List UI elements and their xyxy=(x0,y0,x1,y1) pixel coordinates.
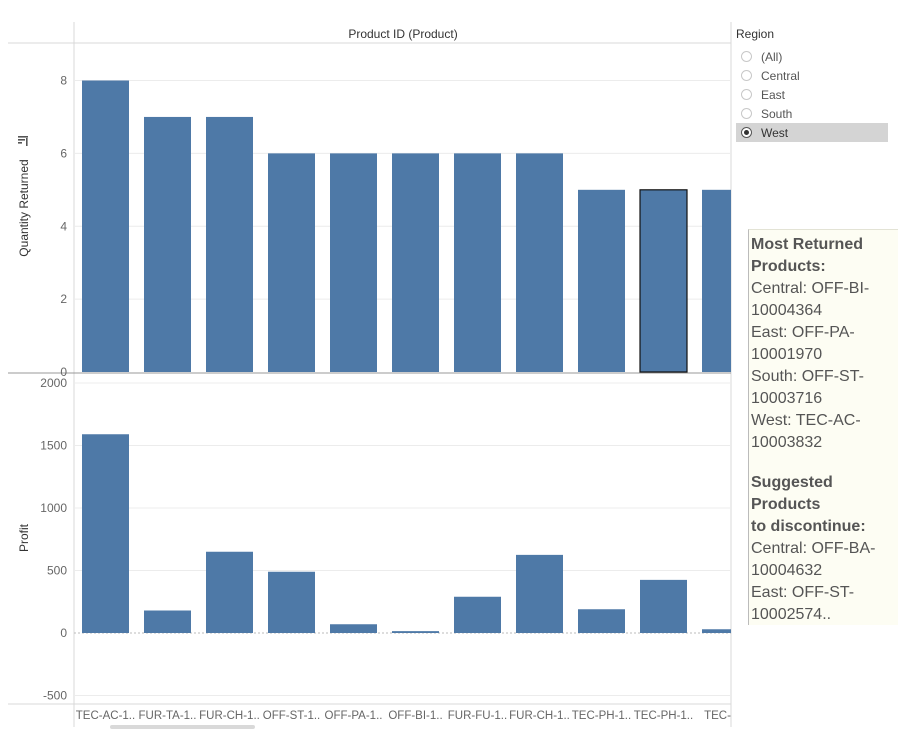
annotation-panel: Most Returned Products: Central: OFF-BI-… xyxy=(748,229,898,625)
bar-quantity-0[interactable] xyxy=(82,80,129,373)
annotation-line: Central: OFF-BA- 10004632 xyxy=(751,540,876,579)
y-tick-label: 2000 xyxy=(40,376,67,390)
y-axis-title-quantity: Quantity Returned xyxy=(17,159,31,256)
region-legend: Region (All) Central East South West xyxy=(736,26,888,142)
bar-quantity-9[interactable] xyxy=(639,189,688,373)
radio-button[interactable] xyxy=(741,127,752,138)
bar-profit-10[interactable] xyxy=(702,629,731,633)
bar-profit-8[interactable] xyxy=(578,609,625,633)
bar-profit-9[interactable] xyxy=(640,579,687,633)
y-tick-label: 500 xyxy=(47,564,67,578)
bar-profit-0[interactable] xyxy=(82,434,129,633)
horizontal-scrollbar[interactable] xyxy=(110,725,255,729)
y-tick-label: 8 xyxy=(60,74,67,88)
y-tick-label: 4 xyxy=(60,219,67,233)
legend-item-label: (All) xyxy=(761,49,783,64)
bar-profit-4[interactable] xyxy=(330,624,377,633)
bar-quantity-1[interactable] xyxy=(144,116,191,372)
y-tick-label: -500 xyxy=(43,689,67,703)
x-category-label: FUR-CH-1.. xyxy=(509,710,570,722)
x-category-label: FUR-FU-1.. xyxy=(448,710,507,722)
bar-profit-5[interactable] xyxy=(392,631,439,633)
legend-item-west[interactable]: West xyxy=(736,123,888,142)
annotation-line: South: OFF-ST- 10003716 xyxy=(751,368,864,407)
sort-icon[interactable] xyxy=(18,136,28,146)
legend-item-label: Central xyxy=(761,68,800,83)
bar-profit-6[interactable] xyxy=(454,596,501,633)
radio-button[interactable] xyxy=(741,89,752,100)
x-category-label: TEC-AC xyxy=(704,710,747,722)
legend-item-all[interactable]: (All) xyxy=(736,47,888,66)
x-category-label: OFF-ST-1.. xyxy=(263,710,321,722)
y-tick-label: 0 xyxy=(60,626,67,640)
legend-item-label: South xyxy=(761,106,793,121)
bar-profit-2[interactable] xyxy=(206,551,253,633)
bar-quantity-5[interactable] xyxy=(392,153,439,372)
y-tick-label: 6 xyxy=(60,146,67,160)
bar-quantity-4[interactable] xyxy=(330,153,377,372)
y-tick-label: 1500 xyxy=(40,439,67,453)
y-tick-label: 0 xyxy=(60,365,67,379)
y-tick-label: 2 xyxy=(60,292,67,306)
x-category-label: OFF-BI-1.. xyxy=(388,710,442,722)
annotation-heading-most-returned: Most Returned Products: xyxy=(751,236,863,275)
annotation-line: East: OFF-ST- 10002574.. xyxy=(751,584,855,623)
bar-quantity-2[interactable] xyxy=(206,116,253,372)
legend-item-south[interactable]: South xyxy=(736,104,888,123)
bar-quantity-6[interactable] xyxy=(454,153,501,372)
legend-item-central[interactable]: Central xyxy=(736,66,888,85)
x-category-label: FUR-TA-1.. xyxy=(139,710,197,722)
bar-quantity-8[interactable] xyxy=(578,189,625,372)
annotation-line: West: TEC-AC- 10003832 xyxy=(751,412,861,451)
legend-item-label: West xyxy=(761,125,789,140)
bar-quantity-10[interactable] xyxy=(702,189,731,372)
annotation-line: Central: OFF-BI- 10004364 xyxy=(751,280,870,319)
bar-profit-3[interactable] xyxy=(268,571,315,633)
y-tick-label: 1000 xyxy=(40,501,67,515)
x-category-label: TEC-AC-1.. xyxy=(76,710,135,722)
radio-button[interactable] xyxy=(741,108,752,119)
x-category-label: TEC-PH-1.. xyxy=(634,710,693,722)
x-category-label: FUR-CH-1.. xyxy=(199,710,260,722)
x-category-label: OFF-PA-1.. xyxy=(325,710,383,722)
chart-title: Product ID (Product) xyxy=(348,27,457,41)
legend-title: Region xyxy=(736,27,775,41)
bar-quantity-3[interactable] xyxy=(268,153,315,372)
annotation-heading-suggested: Suggested Products to discontinue: xyxy=(751,474,866,535)
bar-quantity-7[interactable] xyxy=(516,153,563,372)
radio-button[interactable] xyxy=(741,51,752,62)
legend-item-east[interactable]: East xyxy=(736,85,888,104)
radio-button[interactable] xyxy=(741,70,752,81)
y-axis-title-profit: Profit xyxy=(17,523,31,552)
bar-profit-7[interactable] xyxy=(516,554,563,633)
bar-profit-1[interactable] xyxy=(144,610,191,634)
legend-item-label: East xyxy=(761,87,786,102)
x-category-label: TEC-PH-1.. xyxy=(572,710,631,722)
annotation-line: East: OFF-PA- 10001970 xyxy=(751,324,855,363)
